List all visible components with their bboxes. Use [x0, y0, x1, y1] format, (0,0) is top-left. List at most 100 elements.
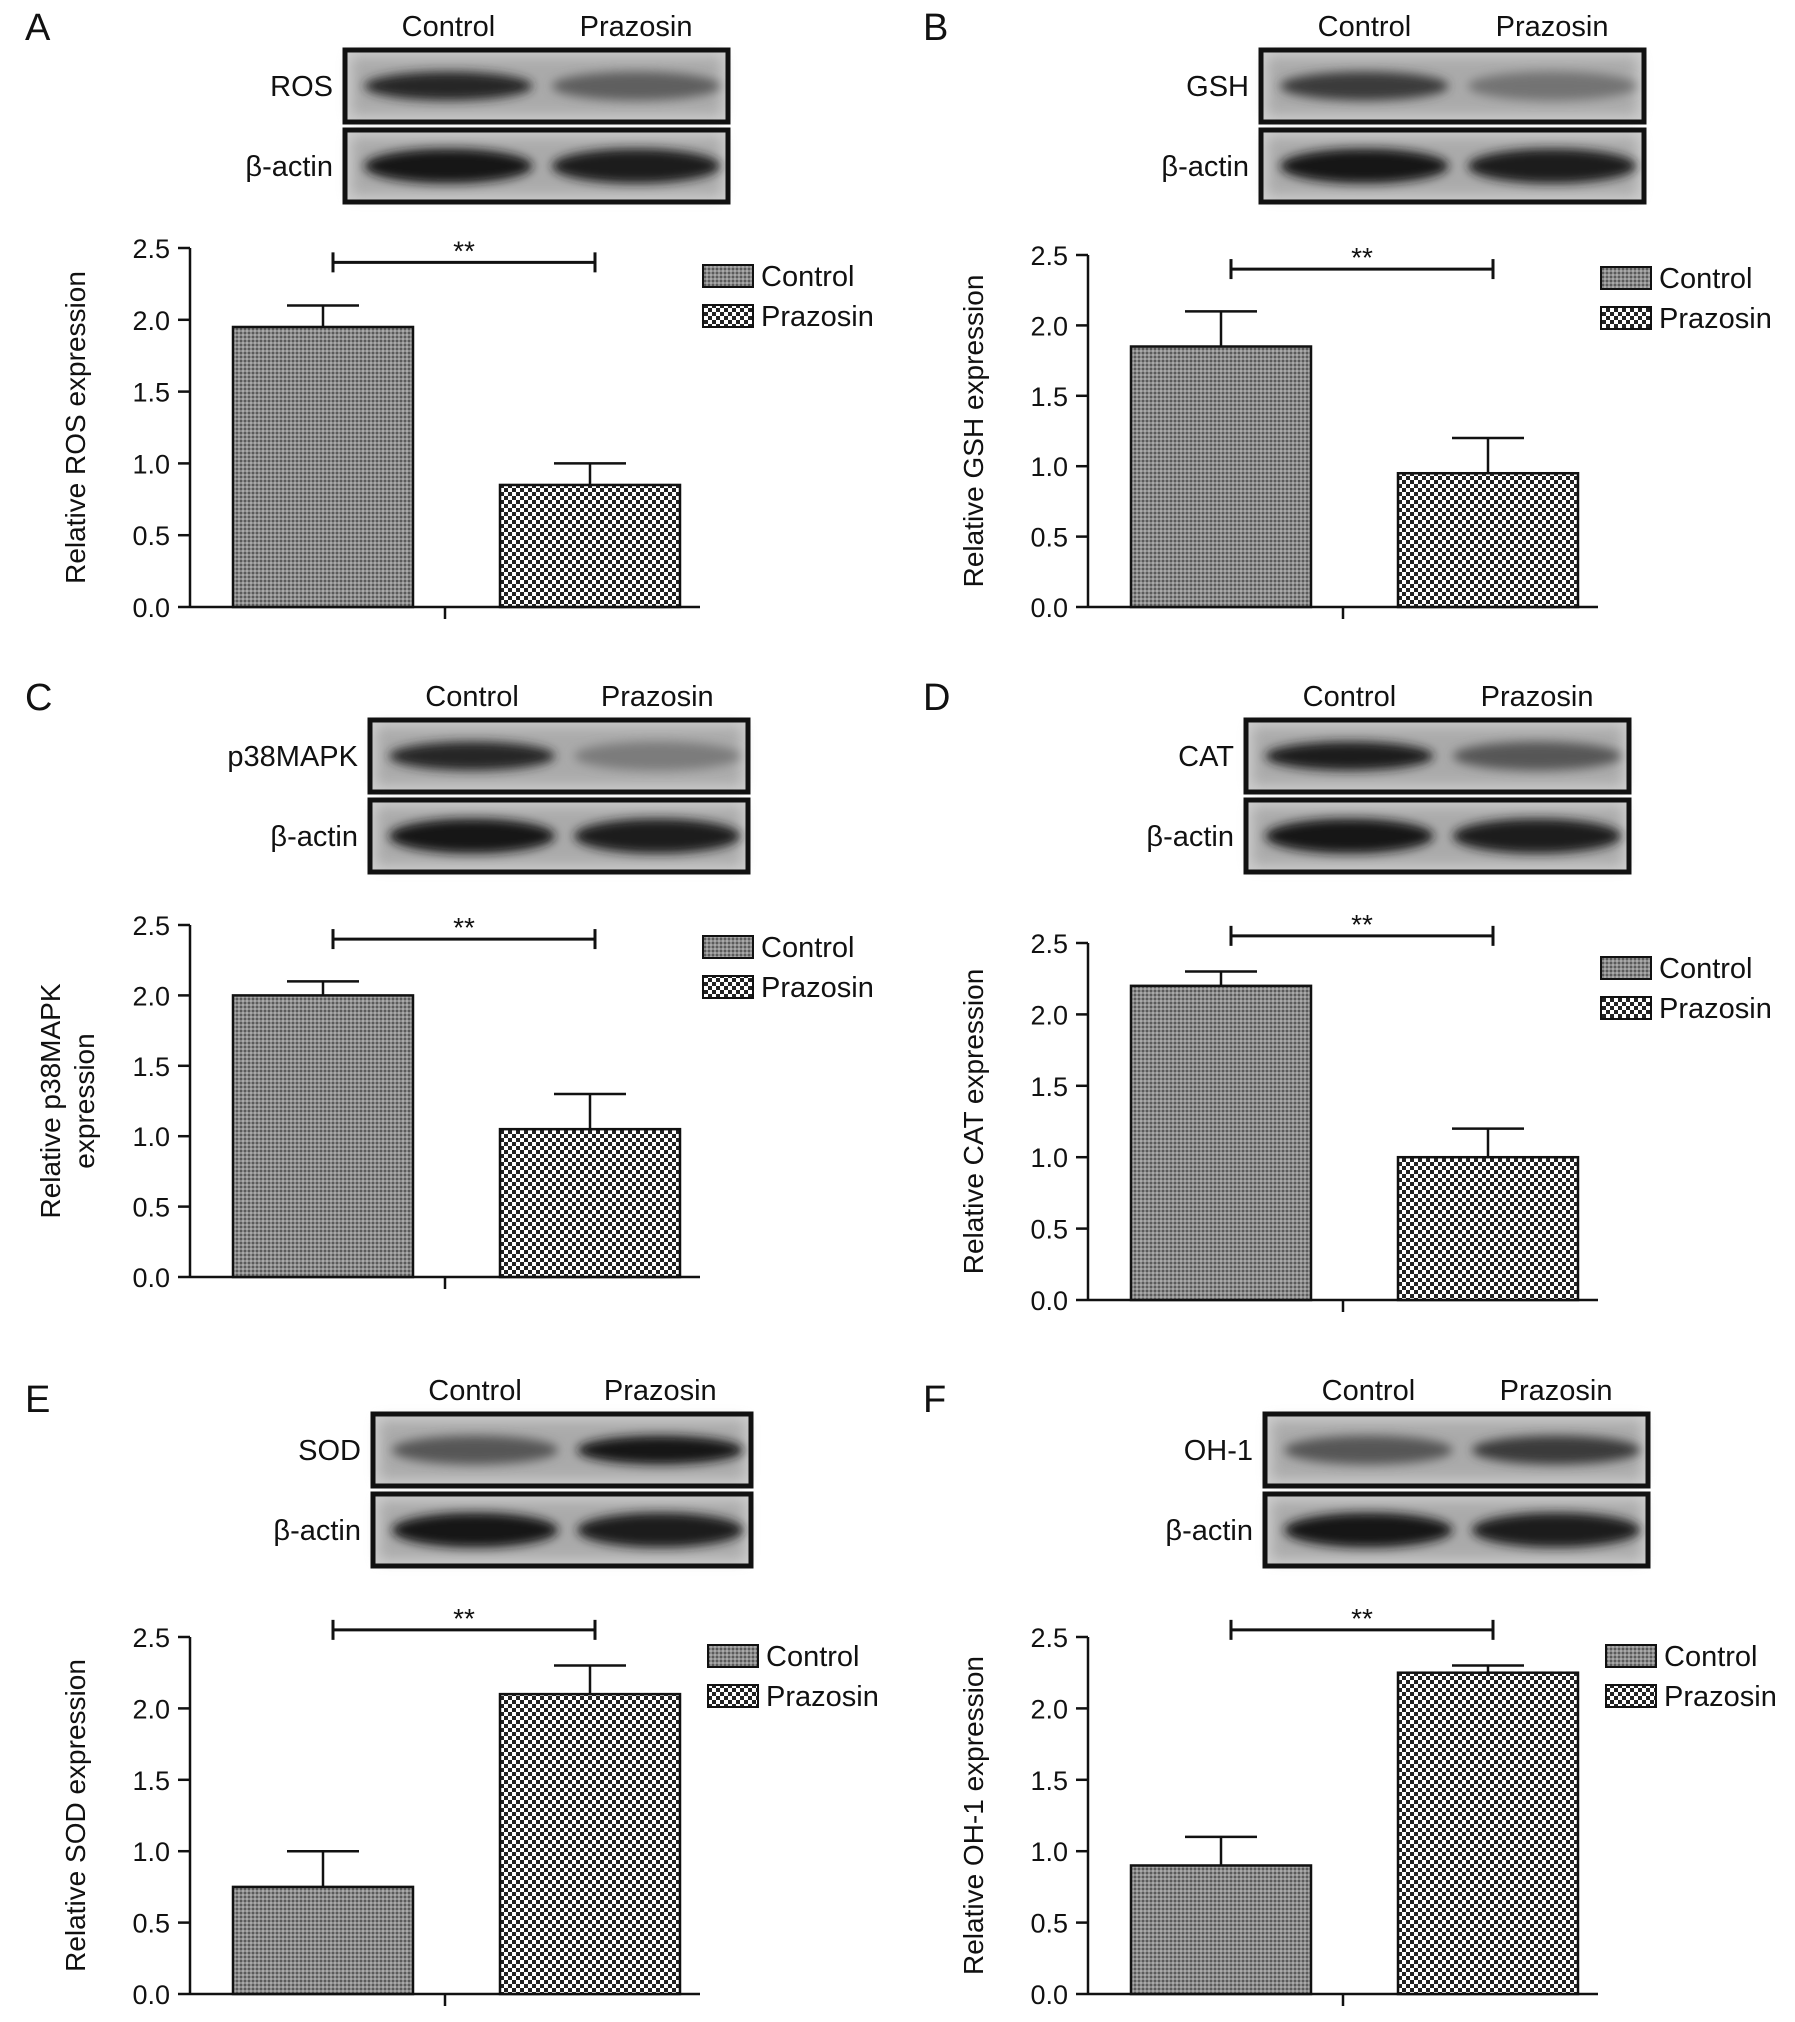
blot-band	[1471, 1435, 1641, 1465]
blot-band	[1284, 1435, 1453, 1465]
blot-protein-row	[1262, 1411, 1651, 1489]
y-tick-label: 2.0	[1030, 1694, 1068, 1724]
y-tick-label: 0.0	[1030, 593, 1068, 623]
blot-protein-label: CAT	[1178, 741, 1234, 773]
blot-actin-label: β-actin	[1161, 151, 1249, 183]
significance-label: **	[1351, 1603, 1373, 1634]
y-tick-label: 1.0	[132, 449, 170, 479]
blot-lane-label: Control	[428, 1375, 522, 1407]
legend-swatch	[1600, 266, 1652, 290]
y-tick-label: 2.0	[132, 1694, 170, 1724]
legend-swatch	[1600, 996, 1652, 1020]
blot-lane-label: Control	[1303, 681, 1397, 713]
blot-lane-label: Prazosin	[1496, 11, 1609, 43]
blot-band	[551, 71, 721, 101]
blot-frame	[1243, 717, 1632, 795]
legend-swatch	[707, 1644, 759, 1668]
blot-actin-row	[342, 127, 731, 205]
blot-lane-label: Prazosin	[580, 11, 693, 43]
y-tick-label: 0.5	[132, 1909, 170, 1939]
significance-label: **	[1351, 242, 1373, 273]
blot-actin-label: β-actin	[1165, 1515, 1253, 1547]
blot-band	[388, 818, 556, 854]
blot-band	[1452, 818, 1622, 854]
bar-control	[231, 994, 415, 1279]
y-tick-label: 2.5	[1030, 929, 1068, 959]
blot-actin-row	[370, 1491, 754, 1569]
blot-band	[388, 741, 556, 771]
y-axis-label: Relative p38MAPK	[35, 983, 66, 1218]
legend-swatch	[702, 975, 754, 999]
y-tick-label: 0.5	[1030, 523, 1068, 553]
y-tick-label: 0.5	[132, 1193, 170, 1223]
legend-label: Prazosin	[1659, 993, 1772, 1025]
bar-prazosin	[498, 1127, 682, 1279]
legend-label: Prazosin	[761, 301, 874, 333]
y-tick-label: 2.5	[132, 234, 170, 264]
y-tick-label: 0.0	[1030, 1286, 1068, 1316]
blot-band	[577, 1512, 744, 1548]
blot-actin-label: β-actin	[270, 821, 358, 853]
y-tick-label: 1.0	[132, 1837, 170, 1867]
blot-frame	[1258, 127, 1647, 205]
legend-swatch	[702, 935, 754, 959]
legend-label: Control	[761, 932, 855, 964]
y-tick-label: 2.0	[132, 981, 170, 1011]
panel-letter: B	[923, 7, 948, 49]
panel-letter: D	[923, 677, 950, 719]
legend-label: Prazosin	[761, 972, 874, 1004]
bar-control	[1129, 984, 1313, 1302]
blot-band	[364, 71, 533, 101]
y-tick-label: 1.0	[132, 1122, 170, 1152]
y-tick-label: 2.5	[1030, 241, 1068, 271]
panel-b: B Control Prazosin GSH β-actin 0.0 0.5 1.0 1.5 2.…	[923, 7, 1772, 623]
blot-band	[1467, 148, 1637, 184]
y-tick-label: 1.5	[1030, 1072, 1068, 1102]
legend-label: Control	[766, 1641, 860, 1673]
blot-actin-row	[1262, 1491, 1651, 1569]
blot-band	[391, 1435, 559, 1465]
blot-band	[1467, 71, 1637, 101]
blot-actin-label: β-actin	[245, 151, 333, 183]
y-tick-label: 1.0	[1030, 1837, 1068, 1867]
blot-band	[1284, 1512, 1453, 1548]
blot-band	[1265, 741, 1434, 771]
blot-lane-label: Control	[425, 681, 519, 713]
y-axis-label: Relative CAT expression	[958, 969, 989, 1275]
bar-prazosin	[498, 1692, 682, 1996]
blot-lane-label: Control	[402, 11, 496, 43]
blot-band	[1265, 818, 1434, 854]
blot-band	[391, 1512, 559, 1548]
y-axis-label: Relative ROS expression	[60, 271, 91, 584]
blot-frame	[1262, 1411, 1651, 1489]
blot-band	[574, 741, 741, 771]
blot-protein-row	[342, 47, 731, 125]
blot-actin-label: β-actin	[273, 1515, 361, 1547]
legend-swatch	[1600, 956, 1652, 980]
panel-c: C Control Prazosin p38MAPK β-actin 0.0 0.5 1.0 1…	[25, 677, 874, 1293]
y-axis-label: Relative SOD expression	[60, 1659, 91, 1972]
blot-frame	[1243, 797, 1632, 875]
blot-protein-label: p38MAPK	[227, 741, 358, 773]
legend-label: Prazosin	[1664, 1681, 1777, 1713]
blot-band	[1471, 1512, 1641, 1548]
blot-protein-label: SOD	[298, 1435, 361, 1467]
bar-control	[1129, 345, 1313, 609]
significance-label: **	[453, 235, 475, 266]
y-tick-label: 1.5	[132, 1052, 170, 1082]
legend-label: Control	[1659, 953, 1753, 985]
blot-lane-label: Prazosin	[1481, 681, 1594, 713]
y-tick-label: 0.0	[132, 1980, 170, 2010]
y-tick-label: 0.5	[132, 521, 170, 551]
blot-protein-label: GSH	[1186, 71, 1249, 103]
panel-letter: E	[25, 1379, 50, 1421]
blot-actin-row	[1243, 797, 1632, 875]
blot-band	[574, 818, 741, 854]
bar-prazosin	[498, 483, 682, 609]
blot-protein-row	[1243, 717, 1632, 795]
panel-e: E Control Prazosin SOD β-actin 0.0 0.5 1.0 1.5 2.…	[25, 1375, 879, 2010]
legend-swatch	[1600, 306, 1652, 330]
significance-label: **	[1351, 909, 1373, 940]
bar-control	[231, 1885, 415, 1996]
blot-lane-label: Control	[1318, 11, 1412, 43]
